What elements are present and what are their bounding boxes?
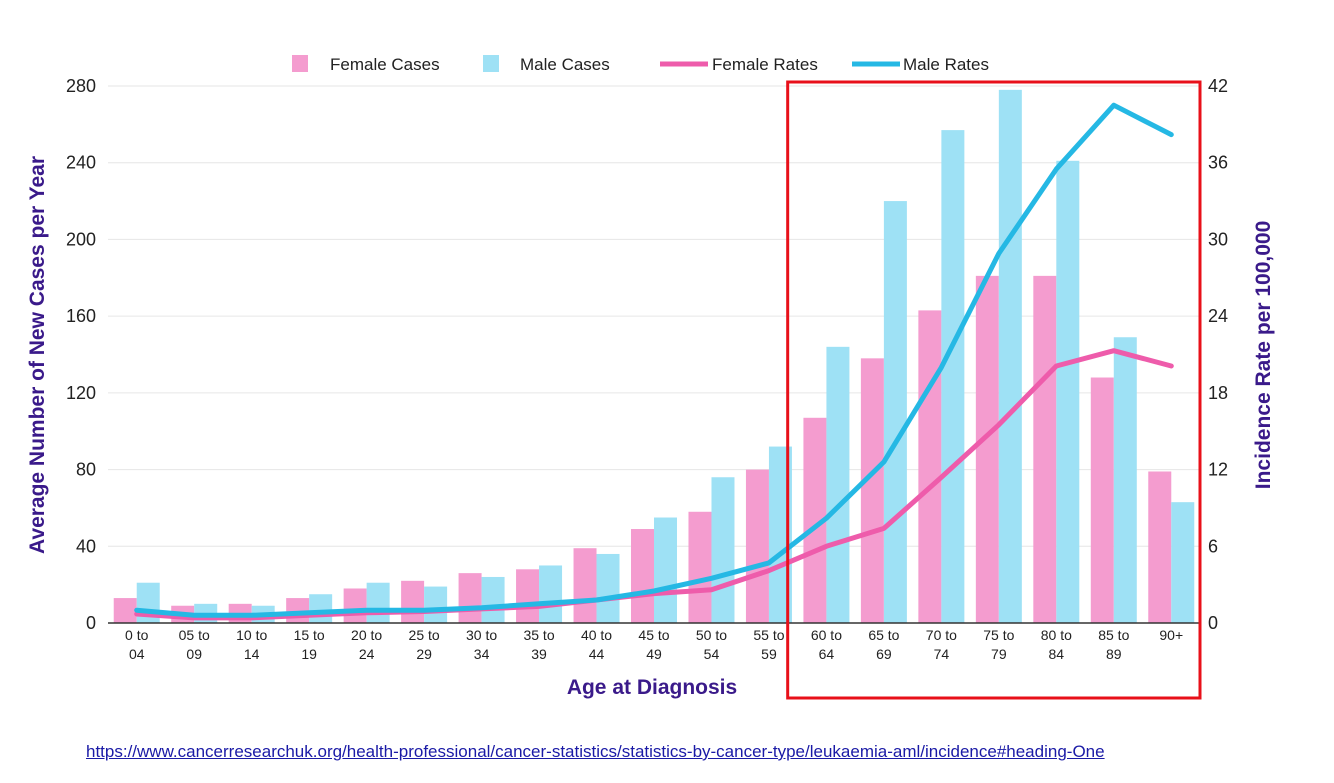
x-tick-label-0: 0 to 04 — [125, 627, 149, 662]
bar-female-cases-15 — [975, 275, 999, 623]
bar-male-cases-3 — [309, 594, 333, 623]
gridlines — [108, 85, 1200, 547]
bar-female-cases-13 — [860, 358, 884, 623]
bar-male-cases-18 — [1171, 502, 1195, 623]
y-tick-label-7: 280 — [66, 76, 96, 96]
bar-male-cases-5 — [424, 586, 448, 623]
legend-label-male-rates: Male Rates — [903, 55, 989, 74]
bar-female-cases-8 — [573, 548, 597, 623]
y-tick-label-0: 0 — [86, 613, 96, 633]
y2-tick-label-5: 30 — [1208, 229, 1228, 249]
y2-axis-title: Incidence Rate per 100,000 — [1252, 221, 1275, 489]
legend-label-female-cases: Female Cases — [330, 55, 440, 74]
y2-tick-label-0: 0 — [1208, 613, 1218, 633]
x-tick-label-2: 10 to 14 — [236, 627, 267, 662]
x-tick-label-11: 55 to 59 — [753, 627, 784, 662]
bar-female-cases-14 — [918, 310, 942, 623]
y2-tick-label-3: 18 — [1208, 383, 1228, 403]
bar-female-cases-5 — [401, 580, 425, 623]
bar-female-cases-6 — [458, 573, 482, 623]
y2-tick-label-1: 6 — [1208, 536, 1218, 556]
y-tick-label-3: 120 — [66, 383, 96, 403]
x-tick-label-6: 30 to 34 — [466, 627, 497, 662]
bar-female-cases-9 — [631, 529, 654, 623]
bar-male-cases-15 — [998, 89, 1022, 624]
y-tick-label-6: 240 — [66, 153, 96, 173]
x-tick-label-10: 50 to 54 — [696, 627, 727, 662]
x-axis-title: Age at Diagnosis — [567, 676, 737, 699]
x-axis-ticks: 0 to 04 05 to 09 10 to 14 15 to 19 20 to 24 25 to 2… — [125, 627, 1183, 662]
bar-male-cases-12 — [826, 346, 850, 623]
bar-female-cases-0 — [113, 598, 137, 623]
bar-female-cases-18 — [1148, 471, 1172, 623]
source-link[interactable]: https://www.cancerresearchuk.org/health-… — [86, 742, 1105, 761]
x-tick-label-13: 65 to 69 — [868, 627, 899, 662]
y2-tick-label-7: 42 — [1208, 76, 1228, 96]
line-male-rates — [134, 102, 1174, 618]
x-tick-label-15: 75 to 79 — [983, 627, 1014, 662]
bar-male-cases-4 — [366, 582, 390, 623]
legend-swatch-male-cases — [483, 55, 499, 72]
x-tick-label-4: 20 to 24 — [351, 627, 382, 662]
bar-male-cases-9 — [654, 517, 677, 623]
line-series — [134, 102, 1174, 621]
x-tick-label-7: 35 to 39 — [523, 627, 554, 662]
y-tick-label-5: 200 — [66, 229, 96, 249]
x-tick-label-9: 45 to 49 — [638, 627, 669, 662]
bar-male-cases-7 — [539, 565, 563, 623]
bar-female-cases-11 — [745, 469, 769, 623]
x-tick-label-5: 25 to 29 — [409, 627, 440, 662]
x-tick-label-14: 70 to 74 — [926, 627, 957, 662]
bar-series — [113, 89, 1195, 624]
x-tick-label-12: 60 to 64 — [811, 627, 842, 662]
bar-female-cases-17 — [1090, 377, 1114, 623]
bar-female-cases-16 — [1033, 275, 1057, 623]
bar-male-cases-17 — [1113, 337, 1137, 623]
bar-female-cases-12 — [803, 417, 827, 623]
highlight-box — [786, 80, 1202, 700]
y2-tick-label-2: 12 — [1208, 460, 1228, 480]
legend-label-female-rates: Female Rates — [712, 55, 818, 74]
y-axis-title: Average Number of New Cases per Year — [26, 156, 49, 554]
bar-male-cases-6 — [481, 576, 505, 623]
bar-female-cases-7 — [516, 569, 540, 623]
highlight-rect — [786, 80, 1202, 700]
bar-male-cases-16 — [1056, 160, 1080, 623]
bar-male-cases-8 — [596, 553, 620, 623]
bar-female-cases-10 — [688, 511, 712, 623]
bar-male-cases-14 — [941, 130, 965, 623]
x-tick-label-1: 05 to 09 — [179, 627, 210, 662]
left-axis-ticks: 0 40 80 120 160 200 240 280 — [66, 76, 96, 633]
x-tick-label-17: 85 to 89 — [1098, 627, 1129, 662]
y2-tick-label-6: 36 — [1208, 153, 1228, 173]
x-tick-label-3: 15 to 19 — [294, 627, 325, 662]
right-axis-ticks: 0 6 12 18 24 30 36 42 — [1208, 76, 1228, 633]
legend-swatch-female-cases — [292, 55, 308, 72]
bar-female-cases-4 — [343, 588, 367, 623]
legend-label-male-cases: Male Cases — [520, 55, 610, 74]
y-tick-label-4: 160 — [66, 306, 96, 326]
y2-tick-label-4: 24 — [1208, 306, 1228, 326]
x-tick-label-18: 90+ — [1159, 627, 1183, 643]
x-tick-label-8: 40 to 44 — [581, 627, 612, 662]
x-tick-label-16: 80 to 84 — [1041, 627, 1072, 662]
bar-male-cases-13 — [883, 201, 907, 624]
y-tick-label-2: 80 — [76, 460, 96, 480]
legend[interactable]: Female Cases Male Cases Female Rates Male R… — [292, 55, 989, 74]
y-tick-label-1: 40 — [76, 536, 96, 556]
bar-male-cases-10 — [711, 477, 735, 623]
